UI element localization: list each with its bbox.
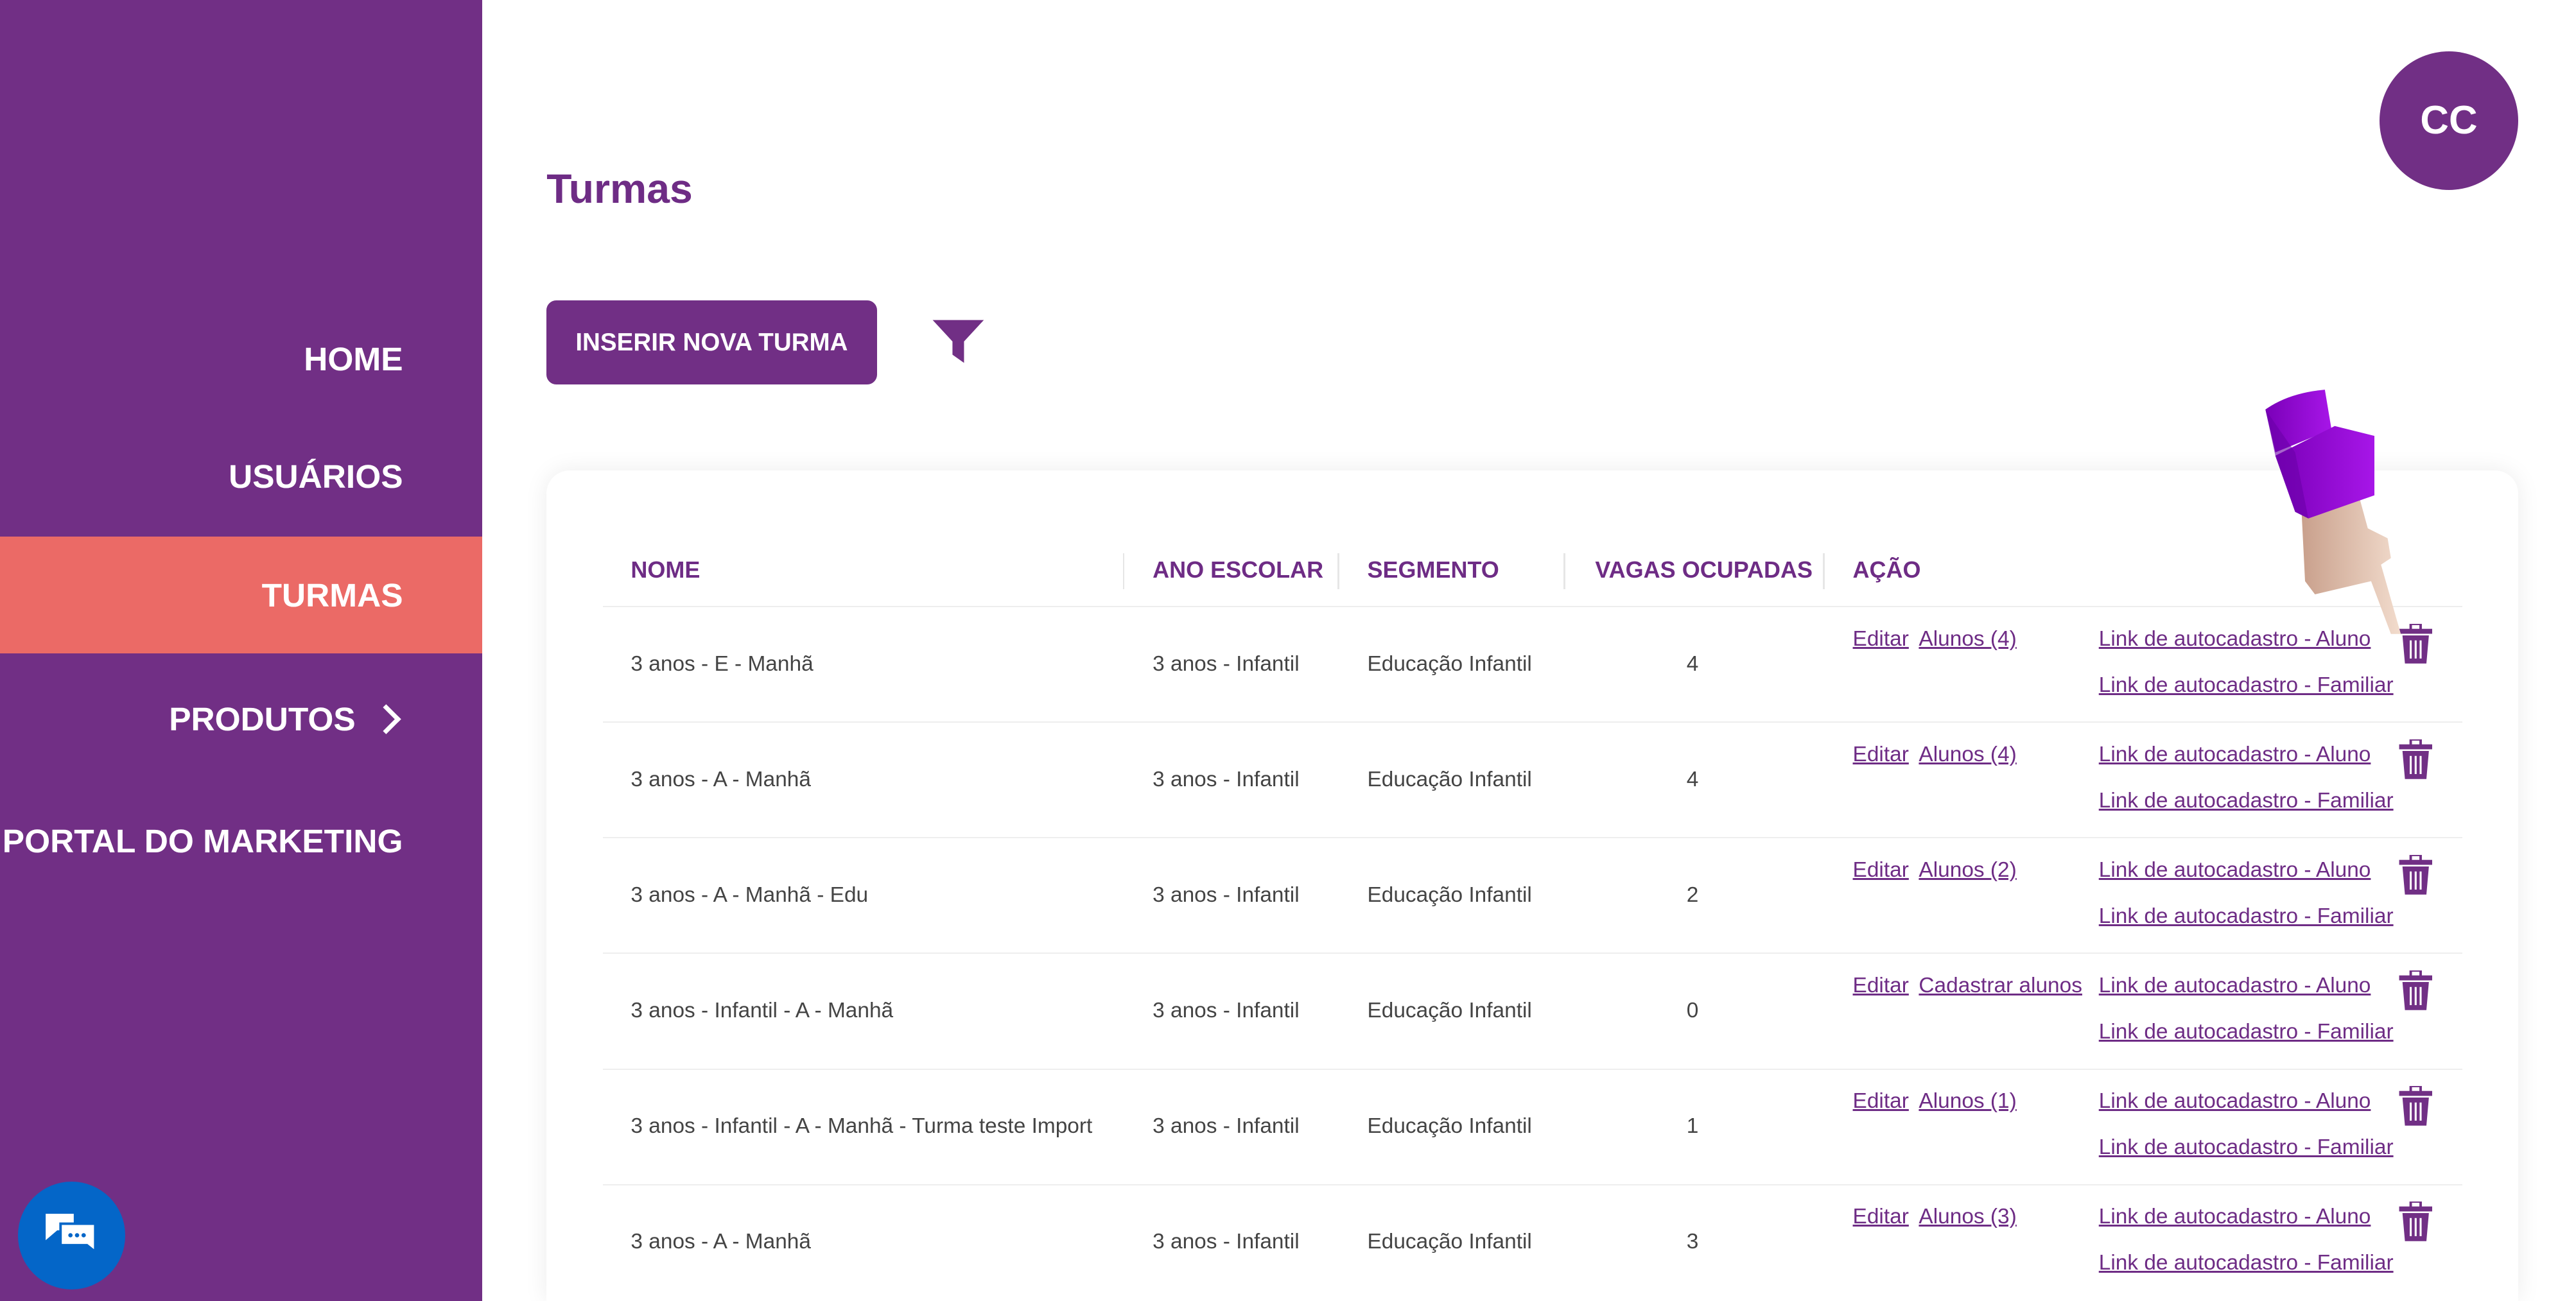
alunos-link[interactable]: Alunos (4)	[1919, 743, 2017, 767]
autocadastro-familiar-link[interactable]: Link de autocadastro - Familiar	[2098, 904, 2394, 929]
sidebar-item-usuarios[interactable]: USUÁRIOS	[0, 418, 482, 535]
cell-ano-escolar: 3 anos - Infantil	[1153, 883, 1300, 907]
sidebar: HOME USUÁRIOS TURMAS PRODUTOS PORTAL DO …	[0, 0, 482, 1301]
alunos-link[interactable]: Alunos (1)	[1919, 1089, 2017, 1114]
sidebar-item-home[interactable]: HOME	[0, 300, 482, 418]
cell-nome: 3 anos - A - Manhã - Edu	[631, 883, 869, 907]
trash-icon[interactable]	[2398, 969, 2434, 1017]
alunos-link[interactable]: Alunos (3)	[1919, 1205, 2017, 1229]
sidebar-item-produtos[interactable]: PRODUTOS	[0, 660, 482, 778]
autocadastro-familiar-link[interactable]: Link de autocadastro - Familiar	[2098, 1135, 2394, 1160]
trash-icon[interactable]	[2398, 738, 2434, 786]
sidebar-item-label: USUÁRIOS	[229, 457, 403, 495]
trash-icon[interactable]	[2398, 1200, 2434, 1248]
trash-icon[interactable]	[2398, 623, 2434, 670]
table-row: 3 anos - E - Manhã 3 anos - Infantil Edu…	[602, 607, 2462, 723]
cell-ano-escolar: 3 anos - Infantil	[1153, 651, 1300, 676]
column-header-nome[interactable]: NOME	[631, 556, 701, 583]
table-row: 3 anos - Infantil - A - Manhã 3 anos - I…	[602, 954, 2462, 1070]
sidebar-item-label: PRODUTOS	[169, 700, 356, 738]
divider	[1823, 553, 1825, 590]
cell-nome: 3 anos - Infantil - A - Manhã - Turma te…	[631, 1114, 1093, 1138]
cell-ano-escolar: 3 anos - Infantil	[1153, 998, 1300, 1022]
alunos-link[interactable]: Cadastrar alunos	[1919, 974, 2082, 998]
autocadastro-aluno-link[interactable]: Link de autocadastro - Aluno	[2098, 1089, 2371, 1114]
avatar[interactable]: CC	[2379, 51, 2518, 190]
sidebar-item-portal-marketing[interactable]: PORTAL DO MARKETING	[0, 782, 482, 900]
table-row: 3 anos - Infantil - A - Manhã - Turma te…	[602, 1070, 2462, 1185]
chevron-right-icon	[370, 703, 401, 734]
column-header-ano[interactable]: ANO ESCOLAR	[1153, 556, 1324, 583]
sidebar-item-label: PORTAL DO MARKETING	[2, 822, 403, 860]
cell-vagas: 3	[1686, 1229, 1699, 1254]
column-header-vagas[interactable]: VAGAS OCUPADAS	[1595, 556, 1813, 583]
alunos-link[interactable]: Alunos (2)	[1919, 858, 2017, 883]
autocadastro-aluno-link[interactable]: Link de autocadastro - Aluno	[2098, 974, 2371, 998]
divider	[1563, 553, 1566, 590]
autocadastro-familiar-link[interactable]: Link de autocadastro - Familiar	[2098, 673, 2394, 698]
edit-link[interactable]: Editar	[1852, 974, 1909, 998]
sidebar-item-label: TURMAS	[261, 576, 403, 614]
table-row: 3 anos - A - Manhã 3 anos - Infantil Edu…	[603, 1185, 2462, 1301]
sidebar-item-turmas[interactable]: TURMAS	[0, 536, 482, 654]
column-header-segmento[interactable]: SEGMENTO	[1367, 556, 1499, 583]
autocadastro-aluno-link[interactable]: Link de autocadastro - Aluno	[2098, 627, 2371, 651]
cell-segmento: Educação Infantil	[1367, 1229, 1532, 1254]
cell-nome: 3 anos - E - Manhã	[631, 651, 814, 676]
cell-nome: 3 anos - A - Manhã	[631, 767, 811, 791]
trash-icon[interactable]	[2398, 1085, 2434, 1132]
trash-icon[interactable]	[2398, 854, 2434, 901]
pointing-hand-illustration	[2265, 389, 2401, 634]
cell-vagas: 4	[1686, 651, 1699, 676]
table-header: NOME ANO ESCOLAR SEGMENTO VAGAS OCUPADAS…	[602, 537, 2462, 607]
insert-turma-button[interactable]: INSERIR NOVA TURMA	[546, 300, 877, 385]
cell-segmento: Educação Infantil	[1367, 883, 1532, 907]
table-row: 3 anos - A - Manhã - Edu 3 anos - Infant…	[602, 838, 2462, 954]
divider	[1337, 553, 1339, 590]
alunos-link[interactable]: Alunos (4)	[1919, 627, 2017, 651]
autocadastro-aluno-link[interactable]: Link de autocadastro - Aluno	[2098, 858, 2371, 883]
cell-ano-escolar: 3 anos - Infantil	[1153, 1114, 1300, 1138]
cell-vagas: 2	[1686, 883, 1699, 907]
chat-icon	[45, 1214, 96, 1255]
edit-link[interactable]: Editar	[1852, 1205, 1909, 1229]
cell-segmento: Educação Infantil	[1367, 1114, 1532, 1138]
chat-button[interactable]	[18, 1182, 126, 1289]
turmas-table: NOME ANO ESCOLAR SEGMENTO VAGAS OCUPADAS…	[546, 470, 2518, 1301]
table-row: 3 anos - A - Manhã 3 anos - Infantil Edu…	[602, 723, 2462, 839]
column-header-acao: AÇÃO	[1852, 556, 1921, 583]
page-title: Turmas	[546, 166, 693, 212]
cell-ano-escolar: 3 anos - Infantil	[1153, 767, 1300, 791]
edit-link[interactable]: Editar	[1852, 627, 1909, 651]
divider	[1122, 553, 1125, 590]
sidebar-item-label: HOME	[304, 340, 403, 378]
autocadastro-familiar-link[interactable]: Link de autocadastro - Familiar	[2098, 1020, 2394, 1044]
cell-vagas: 0	[1686, 998, 1699, 1022]
autocadastro-familiar-link[interactable]: Link de autocadastro - Familiar	[2098, 789, 2394, 813]
autocadastro-aluno-link[interactable]: Link de autocadastro - Aluno	[2098, 1205, 2371, 1229]
edit-link[interactable]: Editar	[1852, 1089, 1909, 1114]
cell-segmento: Educação Infantil	[1367, 651, 1532, 676]
cell-segmento: Educação Infantil	[1367, 998, 1532, 1022]
cell-nome: 3 anos - A - Manhã	[631, 1229, 811, 1254]
filter-icon[interactable]	[931, 318, 986, 371]
cell-vagas: 4	[1686, 767, 1699, 791]
cell-nome: 3 anos - Infantil - A - Manhã	[631, 998, 894, 1022]
autocadastro-aluno-link[interactable]: Link de autocadastro - Aluno	[2098, 743, 2371, 767]
edit-link[interactable]: Editar	[1852, 858, 1909, 883]
cell-vagas: 1	[1686, 1114, 1699, 1138]
autocadastro-familiar-link[interactable]: Link de autocadastro - Familiar	[2098, 1251, 2394, 1275]
cell-segmento: Educação Infantil	[1367, 767, 1532, 791]
cell-ano-escolar: 3 anos - Infantil	[1153, 1229, 1300, 1254]
edit-link[interactable]: Editar	[1852, 743, 1909, 767]
